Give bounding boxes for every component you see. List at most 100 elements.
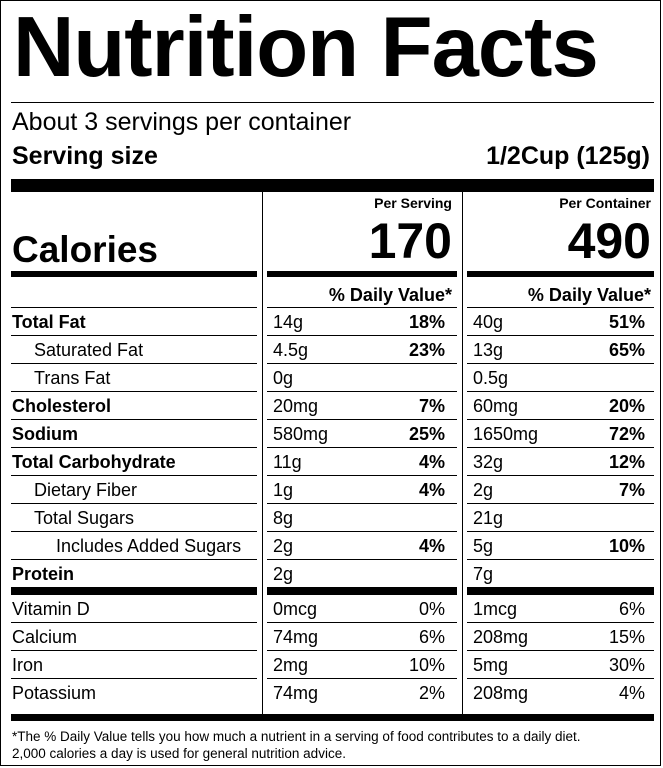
container-amount: 13g xyxy=(473,340,504,360)
row-divider xyxy=(267,622,457,623)
column-divider xyxy=(262,192,263,714)
nutrient-name: Saturated Fat xyxy=(34,340,144,360)
container-daily-value: 6% xyxy=(618,599,645,619)
nutrient-name: Trans Fat xyxy=(34,368,111,388)
serving-daily-value: 4% xyxy=(418,536,445,556)
serving-daily-value: 23% xyxy=(408,340,445,360)
serving-amount: 74mg xyxy=(273,627,319,647)
row-divider xyxy=(11,419,257,420)
row-divider xyxy=(11,678,257,679)
serving-daily-value: 0% xyxy=(418,599,445,619)
row-divider xyxy=(267,307,457,308)
divider xyxy=(11,102,654,103)
nutrient-name: Total Carbohydrate xyxy=(12,452,176,472)
calories-divider xyxy=(467,271,654,277)
serving-amount: 20mg xyxy=(273,396,319,416)
row-divider xyxy=(467,678,654,679)
container-amount: 21g xyxy=(473,508,504,528)
per-container-label: Per Container xyxy=(559,195,651,211)
serving-daily-value: 6% xyxy=(418,627,445,647)
per-serving-label: Per Serving xyxy=(374,195,452,211)
container-amount: 1mcg xyxy=(473,599,518,619)
nutrient-name: Cholesterol xyxy=(12,396,112,416)
vitamin-name: Potassium xyxy=(12,683,97,703)
container-daily-value: 7% xyxy=(618,480,645,500)
row-divider xyxy=(467,503,654,504)
row-divider xyxy=(467,391,654,392)
row-divider xyxy=(267,678,457,679)
serving-daily-value: 2% xyxy=(418,683,445,703)
serving-amount: 11g xyxy=(273,452,302,472)
container-daily-value: 51% xyxy=(608,312,645,332)
row-divider xyxy=(467,447,654,448)
calories-divider xyxy=(267,271,457,277)
row-divider xyxy=(11,475,257,476)
serving-amount: 1g xyxy=(273,480,294,500)
row-divider xyxy=(11,307,257,308)
container-daily-value: 20% xyxy=(608,396,645,416)
container-daily-value: 10% xyxy=(608,536,645,556)
container-amount: 7g xyxy=(473,564,494,584)
serving-daily-value: 10% xyxy=(408,655,445,675)
row-divider xyxy=(11,531,257,532)
row-divider xyxy=(467,335,654,336)
dv-header-container: % Daily Value* xyxy=(527,285,651,305)
column-divider xyxy=(462,192,463,714)
row-divider xyxy=(467,419,654,420)
row-divider xyxy=(267,650,457,651)
row-divider xyxy=(267,363,457,364)
calories-divider xyxy=(11,271,257,277)
container-daily-value: 72% xyxy=(608,424,645,444)
serving-daily-value: 25% xyxy=(408,424,445,444)
row-divider xyxy=(11,559,257,560)
row-divider xyxy=(11,587,257,595)
nutrient-name: Total Fat xyxy=(12,312,86,332)
footnote-line-2: 2,000 calories a day is used for general… xyxy=(12,746,346,761)
row-divider xyxy=(267,587,457,595)
dv-header-serving: % Daily Value* xyxy=(328,285,452,305)
row-divider xyxy=(467,363,654,364)
serving-amount: 74mg xyxy=(273,683,319,703)
serving-daily-value: 18% xyxy=(408,312,445,332)
container-amount: 208mg xyxy=(473,683,529,703)
nutrient-name: Sodium xyxy=(12,424,78,444)
serving-amount: 0mcg xyxy=(273,599,318,619)
container-amount: 60mg xyxy=(473,396,519,416)
serving-size-label: Serving size xyxy=(12,142,158,170)
row-divider xyxy=(467,307,654,308)
serving-amount: 0g xyxy=(273,368,294,388)
serving-amount: 4.5g xyxy=(273,340,309,360)
row-divider xyxy=(11,363,257,364)
serving-amount: 580mg xyxy=(273,424,329,444)
container-amount: 1650mg xyxy=(473,424,539,444)
footnote-line-1: *The % Daily Value tells you how much a … xyxy=(12,729,581,744)
container-daily-value: 30% xyxy=(608,655,645,675)
row-divider xyxy=(467,559,654,560)
row-divider xyxy=(11,622,257,623)
row-divider xyxy=(11,335,257,336)
row-divider xyxy=(11,503,257,504)
label-title: Nutrition Facts xyxy=(13,0,599,95)
container-daily-value: 65% xyxy=(608,340,645,360)
vitamin-name: Calcium xyxy=(12,627,78,647)
container-daily-value: 4% xyxy=(618,683,645,703)
nutrient-name: Dietary Fiber xyxy=(34,480,138,500)
serving-daily-value: 4% xyxy=(418,480,445,500)
container-amount: 32g xyxy=(473,452,504,472)
nutrient-name: Includes Added Sugars xyxy=(56,536,242,556)
serving-size-value: 1/2Cup (125g) xyxy=(486,142,650,170)
container-amount: 2g xyxy=(473,480,494,500)
thick-divider xyxy=(11,179,654,192)
row-divider xyxy=(467,587,654,595)
serving-amount: 2g xyxy=(273,536,294,556)
row-divider xyxy=(11,650,257,651)
container-daily-value: 15% xyxy=(608,627,645,647)
serving-amount: 8g xyxy=(273,508,294,528)
row-divider xyxy=(267,559,457,560)
container-amount: 208mg xyxy=(473,627,529,647)
row-divider xyxy=(267,391,457,392)
calories-per-serving: 170 xyxy=(368,213,452,269)
container-amount: 40g xyxy=(473,312,504,332)
row-divider xyxy=(467,622,654,623)
row-divider xyxy=(11,391,257,392)
